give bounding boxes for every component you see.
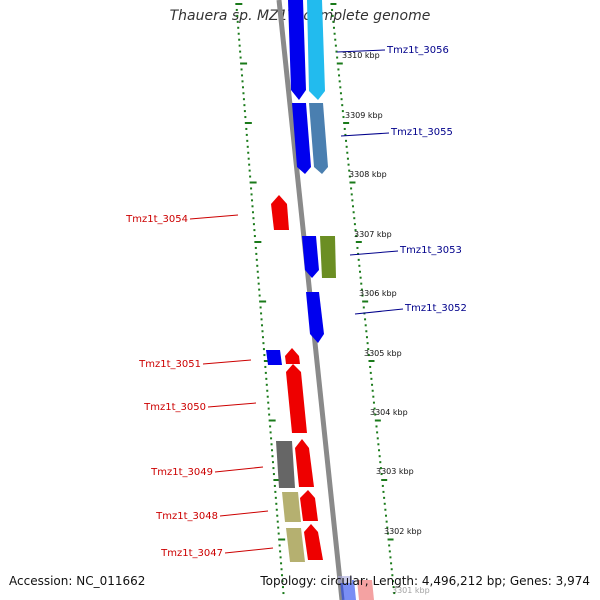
leader-line-3048 bbox=[219, 510, 269, 517]
bottom-partial-genes bbox=[338, 576, 374, 600]
leader-line-3047 bbox=[224, 547, 274, 554]
gene-partial-c[interactable] bbox=[338, 576, 352, 583]
leader-line-3051 bbox=[202, 359, 252, 365]
gene-3049-gray[interactable] bbox=[276, 441, 295, 488]
gene-3053-b[interactable] bbox=[320, 236, 336, 278]
tick-label-3308: 3308 kbp bbox=[349, 170, 387, 179]
gene-3047[interactable] bbox=[304, 524, 323, 560]
tick-label-3305: 3305 kbp bbox=[364, 349, 402, 358]
inner-tick-ruler bbox=[235, 3, 286, 595]
tick-label-3309: 3309 kbp bbox=[345, 111, 383, 120]
gene-3048-khaki[interactable] bbox=[282, 492, 301, 522]
gene-label-3051[interactable]: Tmz1t_3051 bbox=[138, 359, 201, 370]
tick-label-3301: 3301 kbp bbox=[392, 586, 430, 595]
tick-label-3304: 3304 kbp bbox=[370, 408, 408, 417]
gene-label-3056[interactable]: Tmz1t_3056 bbox=[386, 45, 449, 56]
gene-3055-a[interactable] bbox=[292, 103, 311, 174]
tick-labels: 3310 kbp 3309 kbp 3308 kbp 3307 kbp 3306… bbox=[342, 51, 430, 595]
gene-3056-b[interactable] bbox=[307, 0, 325, 100]
gene-3052[interactable] bbox=[306, 292, 324, 343]
reverse-gene-labels: Tmz1t_3054 Tmz1t_3051 Tmz1t_3050 Tmz1t_3… bbox=[125, 214, 274, 559]
gene-label-3047[interactable]: Tmz1t_3047 bbox=[160, 548, 223, 559]
gene-label-3053[interactable]: Tmz1t_3053 bbox=[399, 245, 462, 256]
tick-label-3306: 3306 kbp bbox=[359, 289, 397, 298]
gene-3051-blue[interactable] bbox=[266, 350, 282, 365]
outer-tick-ruler bbox=[330, 3, 396, 595]
tick-label-3307: 3307 kbp bbox=[354, 230, 392, 239]
leader-line-3050 bbox=[207, 402, 257, 408]
gene-label-3052[interactable]: Tmz1t_3052 bbox=[404, 303, 467, 314]
forward-strand-genes bbox=[288, 0, 336, 343]
gene-3051[interactable] bbox=[285, 348, 300, 364]
gene-label-3055[interactable]: Tmz1t_3055 bbox=[390, 127, 453, 138]
gene-3054[interactable] bbox=[271, 195, 289, 230]
tick-label-3310: 3310 kbp bbox=[342, 51, 380, 60]
accession-text: Accession: NC_011662 bbox=[9, 574, 146, 588]
genome-summary-text: Topology: circular; Length: 4,496,212 bp… bbox=[260, 574, 590, 588]
leader-line-3055 bbox=[340, 132, 390, 137]
gene-label-3050[interactable]: Tmz1t_3050 bbox=[143, 402, 206, 413]
gene-label-3054[interactable]: Tmz1t_3054 bbox=[125, 214, 188, 225]
gene-label-3049[interactable]: Tmz1t_3049 bbox=[150, 467, 213, 478]
gene-partial-b[interactable] bbox=[357, 580, 374, 600]
gene-label-3048[interactable]: Tmz1t_3048 bbox=[155, 511, 218, 522]
leader-line-3053 bbox=[349, 250, 399, 256]
gene-3050[interactable] bbox=[286, 364, 307, 433]
leader-line-3054 bbox=[189, 214, 239, 220]
gene-3048[interactable] bbox=[300, 490, 318, 521]
leader-line-3056 bbox=[336, 49, 386, 53]
gene-3047-khaki[interactable] bbox=[286, 528, 305, 562]
gene-3055-b[interactable] bbox=[309, 103, 328, 174]
gene-3049[interactable] bbox=[295, 439, 314, 487]
tick-label-3303: 3303 kbp bbox=[376, 467, 414, 476]
leader-line-3052 bbox=[354, 308, 404, 315]
gene-3053-a[interactable] bbox=[302, 236, 319, 278]
leader-line-3049 bbox=[214, 466, 264, 473]
gene-3056-a[interactable] bbox=[288, 0, 306, 100]
gene-partial-a[interactable] bbox=[340, 580, 356, 600]
forward-gene-labels: Tmz1t_3056 Tmz1t_3055 Tmz1t_3053 Tmz1t_3… bbox=[336, 45, 467, 315]
reverse-strand-genes bbox=[266, 195, 323, 562]
tick-label-3302: 3302 kbp bbox=[384, 527, 422, 536]
